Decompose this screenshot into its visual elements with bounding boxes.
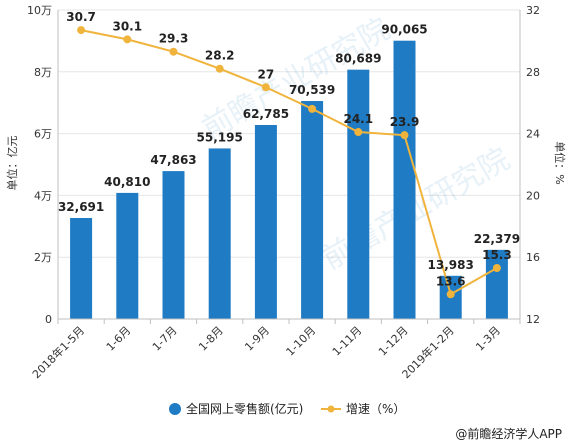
- bar: [70, 217, 93, 319]
- legend: 全国网上零售额(亿元) 增速（%）: [169, 401, 405, 416]
- x-tick-label: 1-10月: [284, 324, 319, 359]
- bar-value-label: 13,983: [428, 258, 474, 272]
- growth-value-label: 28.2: [205, 49, 235, 63]
- y-right-tick-label: 24: [526, 128, 540, 141]
- bar-value-label: 32,691: [58, 200, 104, 214]
- bar-value-label: 47,863: [150, 153, 196, 167]
- y-right-tick-label: 16: [526, 251, 540, 264]
- growth-point: [400, 131, 409, 140]
- legend-line-dot: [327, 405, 335, 413]
- bar: [301, 101, 324, 320]
- x-tick-label: 1-9月: [242, 324, 272, 354]
- growth-point: [77, 26, 86, 35]
- x-tick-label: 1-6月: [104, 324, 134, 354]
- y-right-tick-label: 20: [526, 189, 540, 202]
- growth-point: [123, 35, 132, 44]
- y-left-tick-label: 4万: [34, 189, 52, 202]
- legend-line-label: 增速（%）: [346, 402, 405, 416]
- growth-line: [80, 29, 498, 296]
- bar: [347, 69, 370, 319]
- y-axis-left-title: 单位：亿元: [5, 136, 19, 191]
- bar-value-label: 62,785: [243, 107, 289, 121]
- x-tick-label: 1-7月: [150, 324, 180, 354]
- x-tick-label: 1-11月: [330, 324, 365, 359]
- legend-bar-marker: [169, 403, 181, 415]
- source-text: @前瞻经济学人APP: [455, 426, 562, 441]
- x-tick-label: 1-3月: [473, 324, 503, 354]
- y-left-tick-label: 2万: [34, 251, 52, 264]
- y-left-tick-label: 8万: [34, 66, 52, 79]
- growth-value-label: 27: [258, 67, 275, 81]
- x-tick-label: 2018年1-5月: [29, 323, 87, 381]
- x-tick-label: 1-8月: [196, 324, 226, 354]
- growth-point: [169, 47, 178, 56]
- bar: [116, 192, 139, 319]
- growth-point: [492, 264, 501, 273]
- y-left-tick-label: 6万: [34, 128, 52, 141]
- bar: [254, 124, 277, 319]
- y-left-tick-label: 10万: [27, 4, 52, 17]
- bar-value-label: 55,195: [197, 130, 243, 144]
- growth-point: [308, 104, 317, 113]
- y-left-tick-label: 0: [45, 313, 52, 326]
- growth-value-label: 29.3: [159, 32, 189, 46]
- growth-value-label: 13.6: [436, 274, 466, 288]
- line-series: [77, 26, 501, 299]
- growth-value-label: 15.3: [482, 248, 512, 262]
- bar-value-label: 40,810: [104, 175, 150, 189]
- growth-value-label: 30.1: [112, 19, 142, 33]
- growth-point: [446, 290, 455, 299]
- growth-point: [354, 128, 363, 137]
- bar-value-label: 22,379: [474, 232, 520, 246]
- y-right-tick-label: 32: [526, 4, 540, 17]
- bar-value-label: 80,689: [335, 52, 381, 66]
- y-right-tick-label: 28: [526, 66, 540, 79]
- bar-value-label: 70,539: [289, 83, 335, 97]
- bar-value-label: 90,065: [381, 23, 427, 37]
- growth-point: [215, 64, 224, 73]
- bar: [393, 40, 416, 319]
- growth-value-label: 24.1: [343, 112, 373, 126]
- growth-point: [261, 83, 270, 92]
- bar: [208, 148, 231, 319]
- bar: [485, 249, 508, 319]
- legend-bar-label: 全国网上零售额(亿元): [186, 401, 303, 416]
- y-right-tick-label: 12: [526, 313, 540, 326]
- growth-value-label: 23.9: [390, 115, 420, 129]
- x-tick-label: 1-12月: [376, 324, 411, 359]
- bar: [162, 171, 185, 319]
- growth-value-label: 30.7: [66, 10, 96, 24]
- y-axis-right-title: 单位：%: [553, 141, 567, 184]
